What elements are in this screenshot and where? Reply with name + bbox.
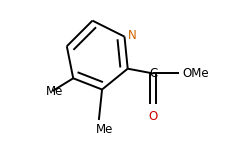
Text: N: N [128,29,136,42]
Text: OMe: OMe [182,67,209,80]
Text: Me: Me [46,85,63,98]
Text: O: O [149,110,158,123]
Text: C: C [149,67,157,80]
Text: Me: Me [96,123,113,136]
